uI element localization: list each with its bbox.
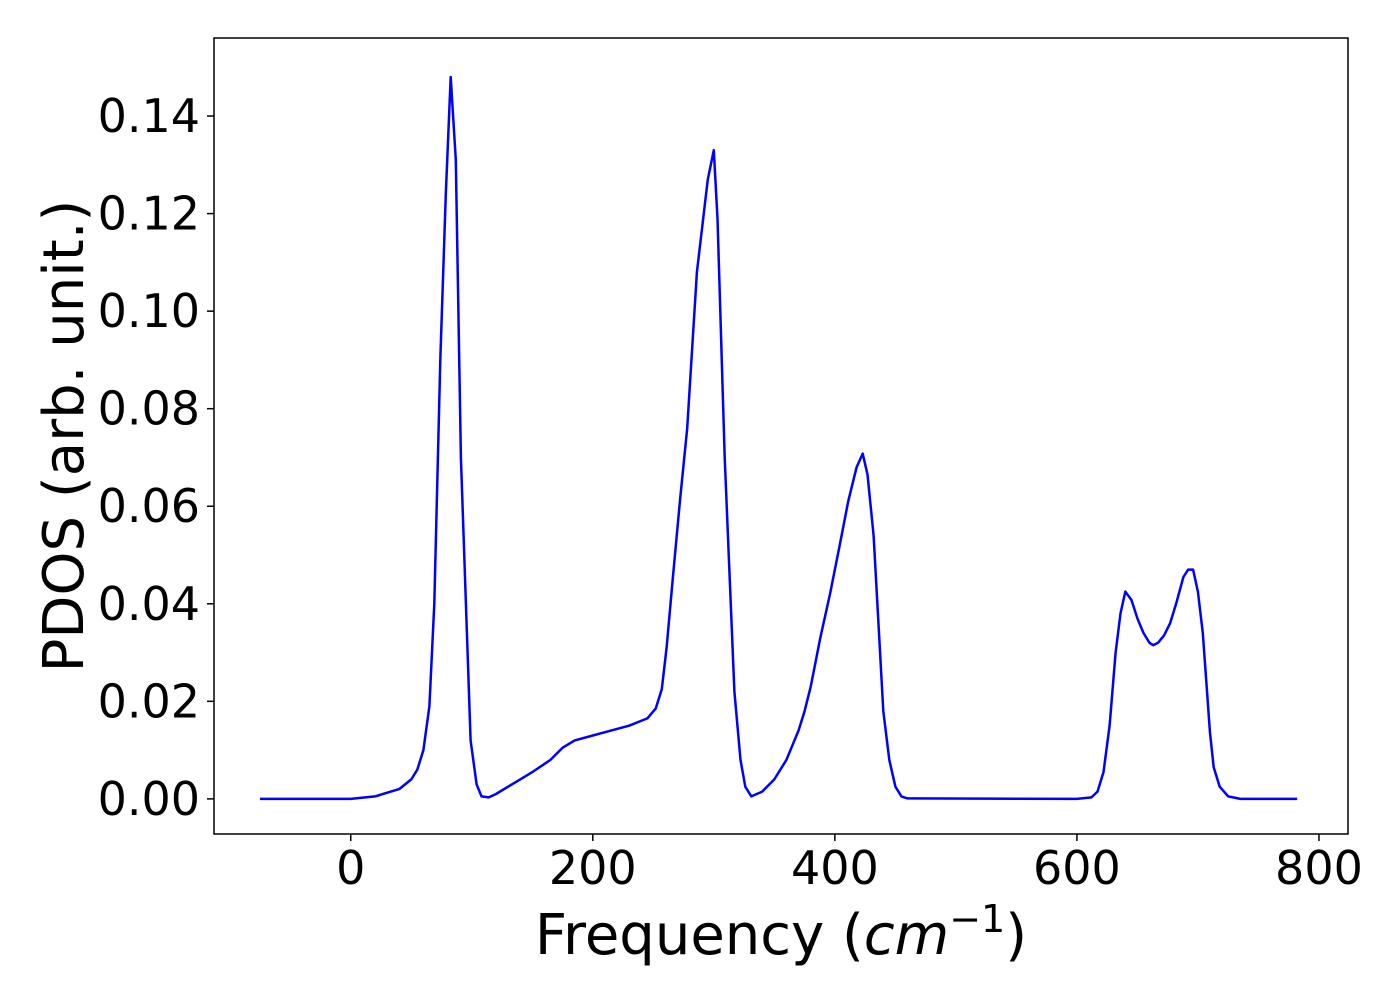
x-tick-label: 400 — [791, 841, 879, 895]
x-tick-label: 0 — [336, 841, 365, 895]
y-tick-label: 0.12 — [98, 187, 200, 241]
pdos-line — [260, 75, 1298, 801]
x-label-unit: cm — [864, 903, 949, 968]
y-tick-label: 0.06 — [98, 479, 200, 533]
y-tick-label: 0.00 — [98, 772, 200, 826]
x-axis-label: Frequency (cm−1) — [535, 897, 1027, 968]
y-tick-label: 0.08 — [98, 382, 200, 436]
x-label-text: Frequency ( — [535, 903, 864, 968]
plot-frame — [213, 37, 1349, 835]
x-tick-label: 800 — [1275, 841, 1363, 895]
y-axis-label: PDOS (arb. unit.) — [32, 200, 97, 673]
y-tick-label: 0.02 — [98, 674, 200, 728]
x-tick-label: 200 — [549, 841, 637, 895]
y-tick-label: 0.04 — [98, 577, 200, 631]
x-label-exponent: −1 — [949, 897, 1005, 941]
x-tick-label: 600 — [1033, 841, 1121, 895]
x-label-close: ) — [1005, 903, 1027, 968]
y-tick-label: 0.14 — [98, 89, 200, 143]
y-tick-label: 0.10 — [98, 284, 200, 338]
